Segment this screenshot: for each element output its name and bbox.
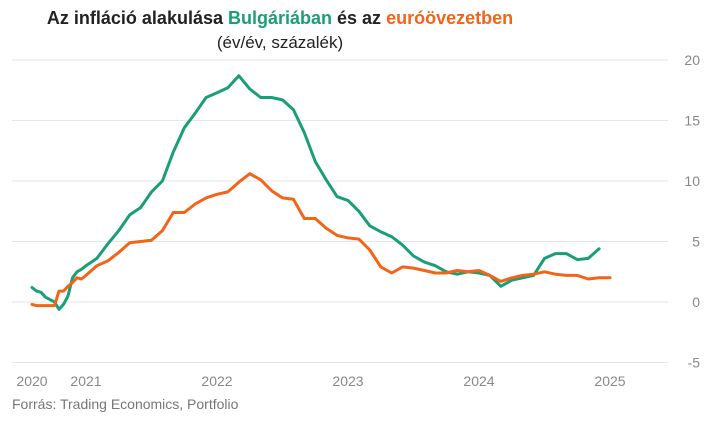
y-tick-label: 15: [684, 113, 700, 129]
title-part-1: Az infláció alakulása: [46, 8, 228, 28]
series-line-eurozone: [30, 172, 612, 308]
title-bulgaria: Bulgáriában: [227, 8, 333, 28]
x-tick-label: 2025: [594, 373, 625, 389]
title-part-3: és az: [332, 8, 387, 28]
source-note: Forrás: Trading Economics, Portfolio: [12, 396, 239, 412]
x-tick-label: 2021: [70, 373, 101, 389]
y-tick-label: 5: [692, 234, 700, 250]
title-eurozone: euróövezetben: [386, 8, 514, 28]
x-tick-label: 2022: [201, 373, 232, 389]
chart-title: Az infláció alakulása Bulgáriában és az …: [0, 8, 560, 29]
x-tick-label: 2023: [332, 373, 363, 389]
x-tick-label: 2020: [16, 373, 47, 389]
series-line-bulgaria: [30, 74, 601, 311]
y-tick-label: 20: [684, 52, 700, 68]
x-tick-label: 2024: [463, 373, 494, 389]
chart-subtitle: (év/év, százalék): [216, 33, 344, 52]
y-tick-label: -5: [688, 355, 701, 371]
y-tick-label: 0: [692, 294, 700, 310]
y-tick-label: 10: [684, 173, 700, 189]
